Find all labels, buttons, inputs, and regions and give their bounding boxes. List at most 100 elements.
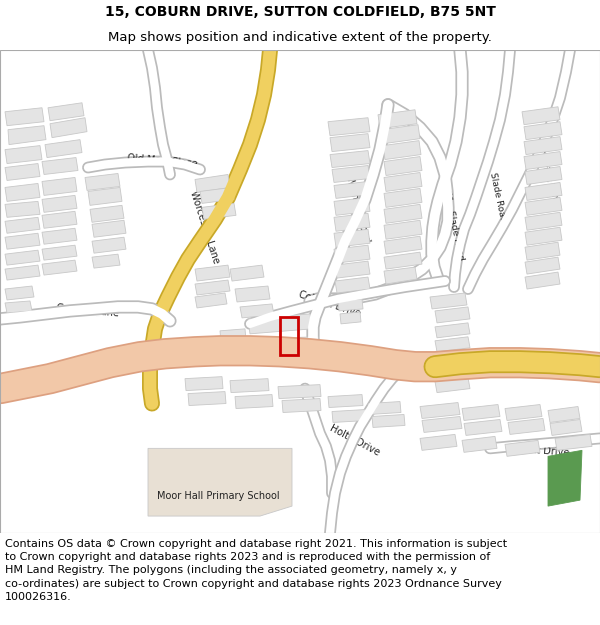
Polygon shape bbox=[332, 409, 367, 422]
Polygon shape bbox=[555, 434, 592, 451]
Polygon shape bbox=[195, 293, 227, 308]
Polygon shape bbox=[525, 182, 562, 201]
Polygon shape bbox=[330, 151, 370, 168]
Polygon shape bbox=[330, 134, 370, 152]
Polygon shape bbox=[92, 220, 126, 238]
Text: B4151 - Little Sutton Road: B4151 - Little Sutton Road bbox=[193, 346, 323, 368]
Text: Grange Lane: Grange Lane bbox=[56, 303, 119, 319]
Polygon shape bbox=[384, 220, 422, 239]
Polygon shape bbox=[200, 188, 234, 203]
Polygon shape bbox=[195, 280, 230, 295]
Polygon shape bbox=[185, 377, 223, 391]
Polygon shape bbox=[148, 448, 292, 516]
Polygon shape bbox=[525, 272, 560, 289]
Polygon shape bbox=[384, 236, 422, 254]
Polygon shape bbox=[195, 265, 230, 281]
Polygon shape bbox=[42, 211, 77, 228]
Polygon shape bbox=[202, 203, 236, 219]
Text: Maripit Lane: Maripit Lane bbox=[535, 149, 561, 206]
Polygon shape bbox=[368, 401, 401, 414]
Text: Little Sutton Road: Little Sutton Road bbox=[478, 366, 566, 376]
Polygon shape bbox=[48, 102, 84, 121]
Polygon shape bbox=[188, 392, 226, 406]
Polygon shape bbox=[384, 173, 422, 191]
Polygon shape bbox=[525, 228, 562, 245]
Text: Contains OS data © Crown copyright and database right 2021. This information is : Contains OS data © Crown copyright and d… bbox=[5, 539, 507, 602]
Text: Holte Drive: Holte Drive bbox=[328, 423, 382, 458]
Polygon shape bbox=[334, 198, 370, 216]
Polygon shape bbox=[435, 378, 470, 392]
Polygon shape bbox=[462, 436, 497, 452]
Text: Slade Road: Slade Road bbox=[488, 172, 508, 223]
Text: 15, COBURN DRIVE, SUTTON COLDFIELD, B75 5NT: 15, COBURN DRIVE, SUTTON COLDFIELD, B75 … bbox=[104, 6, 496, 19]
Text: Old Marl Close: Old Marl Close bbox=[127, 154, 197, 169]
Polygon shape bbox=[430, 293, 467, 309]
Text: Moor Hall Primary School: Moor Hall Primary School bbox=[157, 491, 280, 501]
Polygon shape bbox=[230, 265, 264, 281]
Polygon shape bbox=[328, 394, 363, 408]
Polygon shape bbox=[5, 265, 40, 280]
Polygon shape bbox=[42, 245, 77, 260]
Polygon shape bbox=[220, 329, 246, 342]
Text: Map shows position and indicative extent of the property.: Map shows position and indicative extent… bbox=[108, 31, 492, 44]
Text: Willmott Road: Willmott Road bbox=[344, 175, 371, 244]
Polygon shape bbox=[384, 252, 422, 269]
Polygon shape bbox=[338, 299, 363, 311]
Polygon shape bbox=[462, 404, 500, 421]
Polygon shape bbox=[524, 137, 562, 154]
Polygon shape bbox=[505, 441, 540, 456]
Polygon shape bbox=[435, 351, 470, 366]
Polygon shape bbox=[42, 228, 77, 244]
Polygon shape bbox=[420, 434, 457, 451]
Polygon shape bbox=[5, 107, 44, 126]
Polygon shape bbox=[42, 260, 77, 275]
Polygon shape bbox=[88, 188, 122, 206]
Polygon shape bbox=[248, 314, 312, 334]
Text: Coburn Drive: Coburn Drive bbox=[298, 289, 362, 319]
Polygon shape bbox=[42, 158, 78, 174]
Polygon shape bbox=[382, 125, 420, 144]
Text: Worcester Lane: Worcester Lane bbox=[188, 189, 221, 265]
Polygon shape bbox=[5, 164, 40, 181]
Polygon shape bbox=[90, 206, 124, 222]
Polygon shape bbox=[548, 406, 580, 422]
Polygon shape bbox=[378, 110, 417, 129]
Polygon shape bbox=[505, 404, 542, 421]
Polygon shape bbox=[384, 204, 422, 223]
Polygon shape bbox=[230, 379, 269, 392]
Polygon shape bbox=[92, 238, 126, 253]
Polygon shape bbox=[524, 122, 562, 139]
Polygon shape bbox=[384, 188, 422, 208]
Polygon shape bbox=[8, 126, 46, 144]
Polygon shape bbox=[92, 254, 120, 268]
Polygon shape bbox=[525, 213, 562, 230]
Polygon shape bbox=[328, 118, 370, 136]
Polygon shape bbox=[372, 414, 405, 428]
Polygon shape bbox=[435, 307, 470, 323]
Polygon shape bbox=[525, 198, 562, 216]
Text: Perott Drive: Perott Drive bbox=[511, 443, 569, 458]
Bar bbox=[280, 317, 298, 355]
Polygon shape bbox=[548, 451, 582, 506]
Polygon shape bbox=[5, 233, 40, 249]
Polygon shape bbox=[334, 181, 370, 198]
Polygon shape bbox=[525, 242, 560, 260]
Polygon shape bbox=[195, 174, 230, 192]
Polygon shape bbox=[334, 229, 370, 247]
Polygon shape bbox=[522, 107, 560, 125]
Polygon shape bbox=[384, 156, 422, 176]
Text: B4151 - Slade Road: B4151 - Slade Road bbox=[439, 173, 466, 262]
Polygon shape bbox=[235, 286, 270, 302]
Polygon shape bbox=[5, 217, 40, 233]
Polygon shape bbox=[420, 402, 460, 419]
Polygon shape bbox=[422, 416, 462, 432]
Polygon shape bbox=[5, 184, 40, 201]
Polygon shape bbox=[335, 277, 370, 293]
Polygon shape bbox=[282, 399, 321, 412]
Polygon shape bbox=[5, 201, 40, 217]
Polygon shape bbox=[334, 213, 370, 231]
Polygon shape bbox=[508, 419, 545, 434]
Polygon shape bbox=[85, 174, 120, 191]
Polygon shape bbox=[5, 146, 42, 164]
Polygon shape bbox=[235, 394, 273, 409]
